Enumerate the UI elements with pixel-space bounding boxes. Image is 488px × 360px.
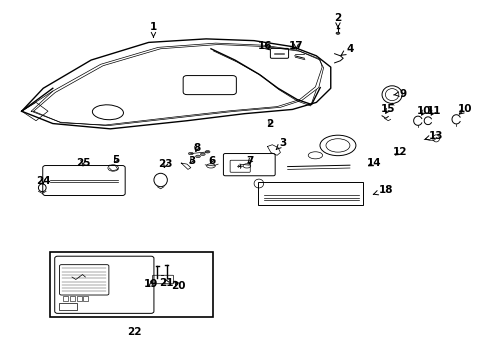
- Bar: [83, 296, 88, 301]
- Text: 15: 15: [380, 104, 395, 114]
- Ellipse shape: [200, 153, 205, 156]
- Bar: [50, 252, 213, 317]
- Text: 22: 22: [127, 327, 141, 337]
- Bar: [70, 296, 75, 301]
- Ellipse shape: [335, 32, 339, 34]
- Text: 10: 10: [457, 104, 471, 114]
- Text: 14: 14: [366, 158, 381, 168]
- Text: 5: 5: [112, 154, 120, 165]
- Text: 8: 8: [193, 143, 200, 153]
- Ellipse shape: [205, 150, 209, 153]
- Text: 12: 12: [392, 147, 407, 157]
- Text: 6: 6: [208, 156, 215, 166]
- Text: 13: 13: [425, 131, 443, 141]
- Bar: [59, 303, 77, 310]
- Text: 16: 16: [257, 41, 272, 51]
- Ellipse shape: [188, 152, 193, 155]
- Bar: [77, 296, 81, 301]
- Text: 24: 24: [36, 176, 50, 186]
- Bar: [63, 296, 68, 301]
- Text: 18: 18: [372, 185, 392, 195]
- Text: 9: 9: [393, 89, 406, 99]
- Text: 11: 11: [426, 106, 440, 116]
- Text: 7: 7: [246, 156, 253, 166]
- Text: 19: 19: [143, 279, 158, 289]
- Text: 25: 25: [76, 158, 90, 168]
- Text: 3: 3: [276, 138, 286, 149]
- Text: 10: 10: [416, 106, 430, 116]
- Text: 23: 23: [158, 159, 172, 169]
- Text: 4: 4: [340, 45, 353, 55]
- Text: 17: 17: [288, 41, 303, 51]
- Text: 3: 3: [188, 156, 195, 166]
- Text: 21: 21: [159, 278, 174, 288]
- Text: 1: 1: [149, 22, 157, 37]
- Text: 2: 2: [334, 13, 341, 28]
- Ellipse shape: [195, 155, 200, 158]
- Text: 20: 20: [171, 281, 185, 291]
- Text: 2: 2: [266, 118, 273, 129]
